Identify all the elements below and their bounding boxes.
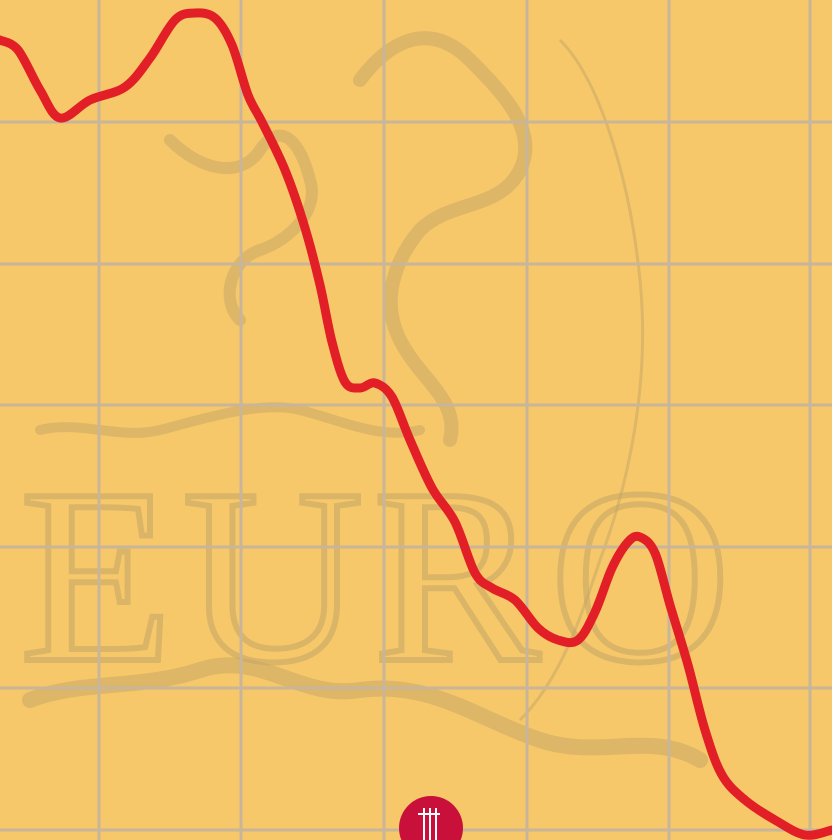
watermark-text: EURO xyxy=(20,438,741,715)
coastline-shape xyxy=(518,38,645,722)
series-group xyxy=(0,8,832,840)
coastline-shape xyxy=(22,657,708,768)
coastline-shape xyxy=(353,31,533,447)
coastline-shape xyxy=(164,129,318,326)
coastline-shape xyxy=(35,402,425,438)
logo-emblem xyxy=(399,796,463,840)
map-watermark: EURO xyxy=(17,31,741,768)
